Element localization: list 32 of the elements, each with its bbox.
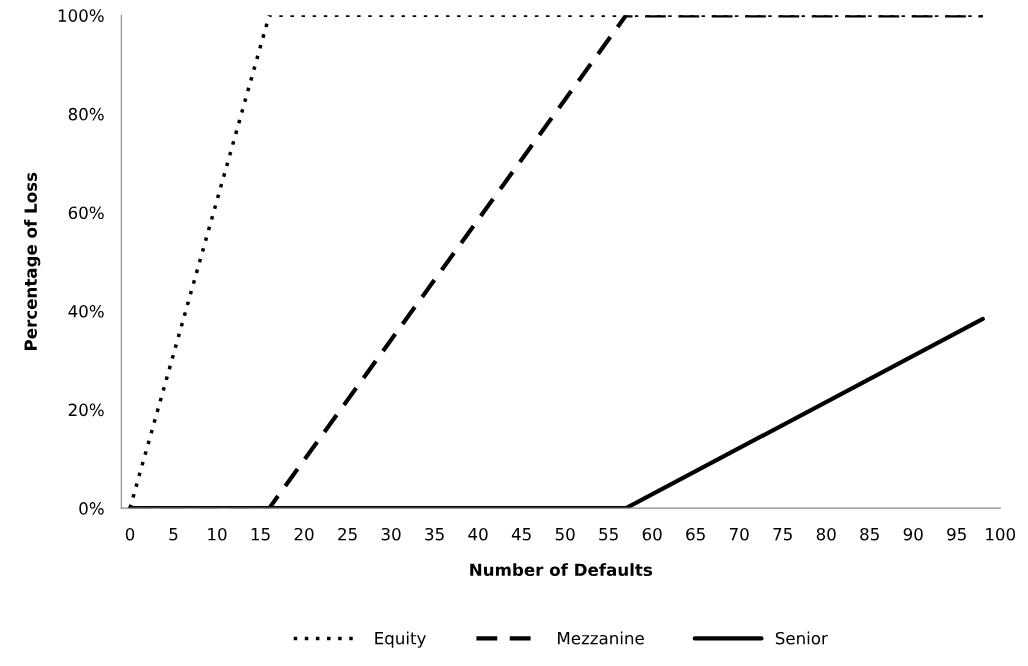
legend-label: Mezzanine bbox=[558, 631, 644, 645]
x-tick-label: 55 bbox=[599, 528, 618, 541]
x-tick-label: 100 bbox=[986, 527, 1016, 541]
x-axis-title: Number of Defaults bbox=[470, 563, 653, 577]
x-tick-label: 65 bbox=[686, 527, 705, 541]
x-tick-label: 45 bbox=[511, 528, 531, 541]
x-tick-label: 30 bbox=[381, 527, 401, 541]
x-tick-label: 0 bbox=[125, 527, 135, 541]
x-tick-label: 50 bbox=[555, 527, 575, 541]
x-tick-label: 20 bbox=[294, 527, 314, 541]
y-tick-label: 60% bbox=[68, 206, 104, 220]
y-tick-label: 80% bbox=[68, 107, 104, 121]
x-tick-label: 95 bbox=[947, 527, 966, 541]
y-axis-title: Percentage of Loss bbox=[24, 172, 41, 350]
x-tick-label: 80 bbox=[816, 527, 836, 541]
x-tick-label: 35 bbox=[425, 527, 444, 541]
x-tick-label: 75 bbox=[773, 528, 792, 541]
x-tick-label: 85 bbox=[860, 527, 879, 541]
x-tick-label: 25 bbox=[338, 527, 357, 541]
x-tick-label: 40 bbox=[468, 527, 488, 541]
y-tick-label: 40% bbox=[68, 304, 104, 318]
x-tick-label: 70 bbox=[729, 527, 749, 541]
y-tick-label: 100% bbox=[58, 9, 104, 22]
x-tick-label: 15 bbox=[251, 528, 270, 541]
x-tick-label: 10 bbox=[208, 527, 227, 541]
legend-label: Equity bbox=[375, 631, 426, 648]
x-tick-label: 5 bbox=[169, 528, 178, 541]
x-tick-label: 60 bbox=[642, 527, 662, 541]
y-tick-label: 0% bbox=[79, 502, 104, 515]
legend-label: Senior bbox=[775, 631, 828, 645]
x-tick-label: 90 bbox=[903, 527, 923, 541]
y-tick-label: 20% bbox=[68, 403, 104, 417]
